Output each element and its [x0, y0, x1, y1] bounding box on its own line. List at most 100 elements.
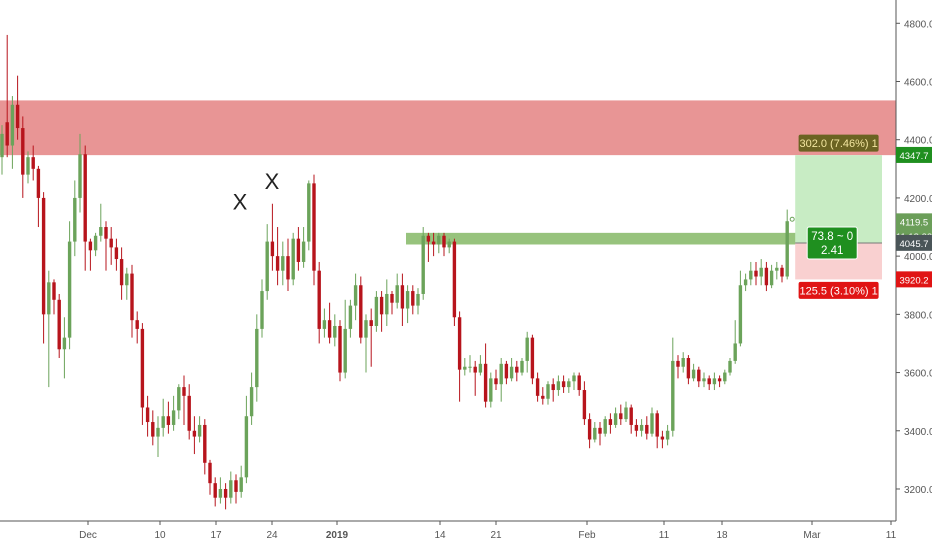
reward-label-text: 302.0 (7.46%) 1 — [799, 138, 877, 150]
stats-line-2: 2.41 — [821, 245, 843, 257]
candle-body — [535, 378, 540, 396]
candle-body — [572, 375, 576, 382]
candle-body — [203, 424, 207, 463]
candle-body — [608, 419, 613, 425]
candle-body — [665, 430, 670, 440]
candle-body — [520, 360, 524, 373]
price-badge-stop: 3920.2 — [896, 271, 932, 288]
candle-body — [119, 259, 124, 286]
candle-body — [353, 285, 358, 306]
candle-body — [468, 366, 472, 368]
candle-body — [587, 419, 592, 440]
x-tick-label: Feb — [578, 530, 596, 541]
candle-body — [390, 293, 394, 303]
candle-body — [603, 419, 607, 434]
candle-body — [229, 480, 233, 498]
candle-body — [525, 337, 529, 361]
candle-body — [244, 416, 249, 478]
candle-body — [338, 325, 342, 373]
candle-body — [629, 407, 633, 425]
price-badge-box — [896, 271, 932, 288]
price-badge-text: 4347.7 — [899, 151, 928, 162]
x-tick-label: 24 — [266, 530, 278, 541]
risk-label-text: 125.5 (3.10%) 1 — [799, 285, 877, 297]
candle-body — [478, 363, 483, 373]
candle-body — [764, 267, 769, 286]
candle-body — [431, 241, 436, 245]
candle-body — [291, 238, 295, 280]
candle-body — [463, 366, 467, 370]
candle-body — [223, 488, 228, 498]
candle-body — [582, 390, 587, 420]
candle-body — [301, 241, 306, 262]
candle-body — [754, 270, 758, 277]
candle-body — [504, 363, 509, 379]
candle-body — [130, 273, 134, 321]
candle-body — [359, 285, 363, 338]
candle-body — [109, 238, 113, 248]
candle-body — [681, 358, 685, 367]
candle-body — [483, 363, 488, 402]
candle-body — [197, 424, 202, 437]
reward-label-box — [798, 134, 879, 152]
y-tick-label: 3600.0 — [904, 369, 932, 380]
x-tick-label: 18 — [716, 530, 728, 541]
candle-body — [437, 235, 441, 245]
candle-body — [416, 293, 420, 306]
candle-body — [99, 227, 103, 236]
candle-body — [411, 291, 415, 306]
candle-body — [421, 235, 425, 294]
price-badge-text: 4045.7 — [899, 239, 928, 250]
x-tick-label: 11 — [886, 530, 897, 541]
candle-body — [655, 413, 659, 437]
candle-body — [104, 227, 108, 239]
stats-line-1: 73.8 ~ 0 — [811, 231, 853, 243]
candle-body — [281, 256, 285, 271]
candle-body — [707, 378, 711, 385]
candle-body — [541, 395, 545, 399]
candle-body — [671, 360, 675, 431]
risk-label: 125.5 (3.10%) 1 — [798, 281, 879, 299]
candle-body — [343, 328, 347, 373]
support-band — [406, 232, 800, 245]
candle-body — [307, 183, 311, 242]
x-tick-label: 11 — [659, 530, 670, 541]
candle-body — [182, 387, 186, 396]
y-tick-label: 4200.0 — [904, 194, 932, 205]
risk-label-box — [798, 281, 879, 299]
candle-body — [161, 416, 165, 428]
candle-body — [255, 328, 259, 388]
candle-body — [749, 270, 753, 280]
candle-layer — [0, 34, 795, 510]
candle-body — [457, 317, 462, 370]
candle-body — [676, 360, 680, 367]
candle-body — [0, 133, 4, 158]
x-tick-label: 14 — [434, 530, 446, 541]
candle-body — [723, 372, 727, 382]
price-badge-text: 3920.2 — [899, 275, 928, 286]
candle-body — [686, 358, 691, 379]
candle-body — [619, 413, 623, 420]
candle-body — [5, 122, 9, 146]
candle-body — [697, 369, 701, 382]
last-price-marker — [789, 216, 795, 222]
candle-body — [218, 488, 223, 498]
candle-body — [296, 238, 301, 262]
position-tool[interactable]: 302.0 (7.46%) 1 125.5 (3.10%) 1 73.8 ~ 0 2.… — [798, 134, 879, 299]
candle-body — [442, 235, 446, 248]
candle-body — [769, 270, 774, 286]
y-tick-label: 4400.0 — [904, 136, 932, 147]
candle-body — [400, 285, 405, 309]
candle-body — [499, 363, 503, 385]
y-tick-label: 3800.0 — [904, 310, 932, 321]
candle-body — [67, 241, 72, 338]
candle-body — [213, 483, 217, 498]
candle-body — [546, 384, 550, 399]
candle-body — [312, 183, 316, 271]
candle-body — [405, 291, 410, 309]
candle-body — [93, 235, 98, 251]
candle-body — [333, 325, 337, 338]
